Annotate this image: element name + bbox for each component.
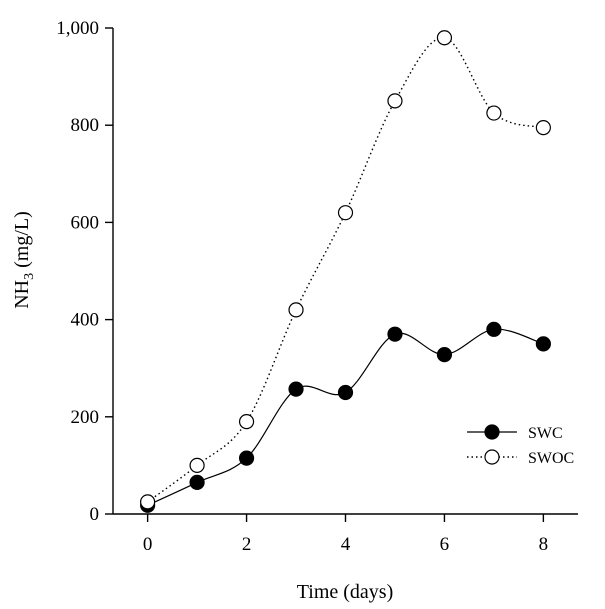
x-tick-label: 2: [242, 534, 252, 555]
series-swc-line: [147, 328, 544, 506]
legend-swoc-marker: [484, 449, 500, 465]
y-tick-label: 400: [71, 310, 100, 331]
y-tick-label: 200: [71, 407, 100, 428]
series-swc-point: [288, 381, 304, 397]
legend-swc-marker: [484, 424, 500, 440]
series-swoc-point: [140, 494, 156, 510]
y-tick-label: 0: [90, 504, 100, 525]
series-swoc-point: [337, 205, 354, 221]
x-axis-title: Time (days): [297, 581, 393, 603]
series-swoc-point: [535, 120, 551, 136]
y-axis-title-prefix: NH: [11, 280, 33, 309]
x-tick-label: 6: [440, 534, 450, 555]
y-tick-label: 600: [71, 212, 100, 233]
legend-swc-label: SWC: [528, 425, 563, 442]
axes: [112, 28, 578, 515]
series-swc-point: [238, 450, 255, 466]
series-swoc-point: [486, 105, 502, 121]
legend-swoc-label: SWOC: [528, 450, 574, 467]
y-ticks: 0 200 400 600 800 1,000: [56, 18, 113, 525]
series-swc-point: [436, 346, 453, 363]
x-tick-label: 4: [341, 534, 351, 555]
series-swc-point: [189, 474, 205, 491]
series-swoc-point: [436, 30, 453, 46]
y-tick-label: 1,000: [56, 18, 99, 39]
y-axis-title: NH3 (mg/L): [11, 211, 37, 309]
series-swoc-point: [387, 93, 403, 109]
series-swoc-point: [189, 457, 205, 473]
legend: SWC SWOC: [467, 424, 574, 467]
series-swc-point: [387, 326, 403, 342]
y-axis-title-subscript: 3: [22, 273, 37, 280]
series-swoc-line: [147, 37, 544, 503]
series-swoc-point: [238, 414, 255, 430]
plot-area: [140, 30, 551, 513]
series-swc-point: [337, 384, 354, 401]
x-tick-label: 8: [539, 534, 549, 555]
y-axis-title-suffix: (mg/L): [11, 211, 33, 273]
x-tick-label: 0: [143, 534, 153, 555]
series-swc-point: [535, 336, 551, 352]
series-swc-point: [486, 321, 502, 337]
x-ticks: 0 2 4 6 8: [143, 514, 548, 555]
y-tick-label: 800: [71, 115, 100, 136]
series-swoc-point: [288, 302, 304, 318]
